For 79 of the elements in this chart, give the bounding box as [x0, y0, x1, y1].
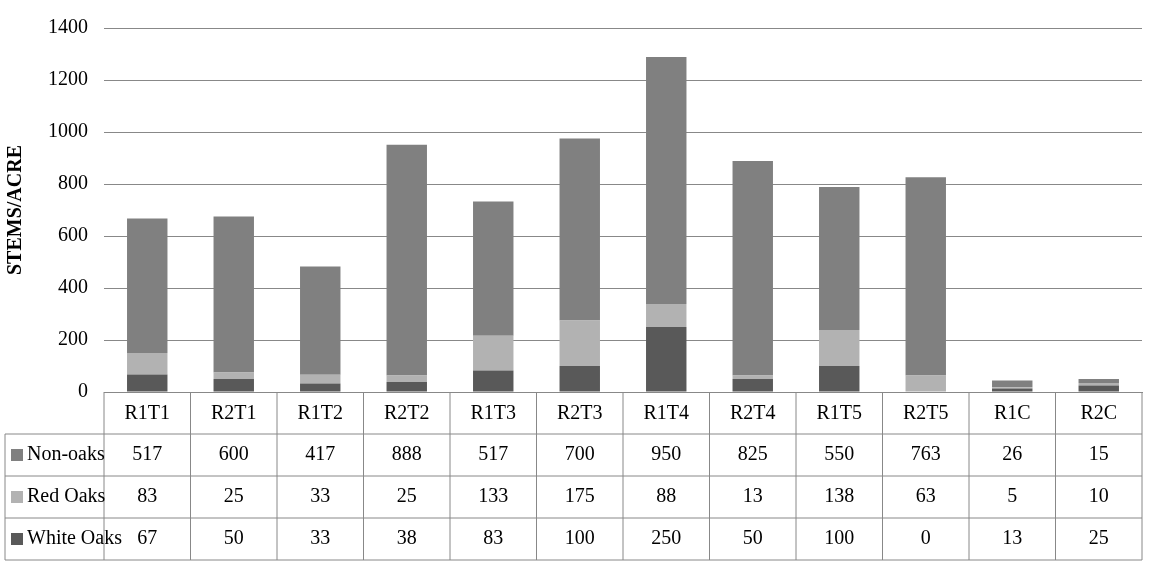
data-label: 38 [396, 526, 417, 549]
data-label: 175 [564, 484, 595, 507]
y-tick-label: 200 [58, 327, 88, 350]
x-tick-label: R1T5 [816, 401, 863, 424]
bar [819, 366, 860, 392]
data-label: 33 [310, 484, 331, 507]
data-label: 13 [742, 484, 763, 507]
x-tick-label: R1T2 [297, 401, 344, 424]
data-label: 250 [651, 526, 682, 549]
x-tick-label: R1T1 [124, 401, 171, 424]
bar [300, 383, 341, 392]
bar [646, 327, 687, 392]
data-label: 888 [391, 442, 422, 465]
x-tick-label: R2T3 [556, 401, 603, 424]
y-tick-label: 1400 [48, 15, 88, 38]
data-label: 138 [824, 484, 855, 507]
data-label: 50 [223, 526, 244, 549]
y-tick-label: 600 [58, 223, 88, 246]
x-tick-label: R1T4 [643, 401, 690, 424]
bar [473, 370, 514, 392]
bar [213, 372, 254, 379]
legend-label: White Oaks [27, 526, 123, 549]
data-label: 5 [1007, 484, 1018, 507]
data-label: 550 [824, 442, 855, 465]
bar [905, 375, 946, 392]
data-label: 700 [564, 442, 595, 465]
bar [819, 330, 860, 366]
legend-label: Non-oaks [27, 442, 105, 465]
data-label: 133 [478, 484, 509, 507]
bar [386, 382, 427, 392]
bar [559, 366, 600, 392]
data-label: 83 [137, 484, 158, 507]
data-label: 100 [824, 526, 855, 549]
data-label: 33 [310, 526, 331, 549]
bar [473, 335, 514, 371]
data-label: 63 [915, 484, 936, 507]
legend-label: Red Oaks [27, 484, 106, 507]
data-label: 517 [478, 442, 509, 465]
y-axis-title: STEMS/ACRE [3, 144, 26, 276]
data-label: 10 [1088, 484, 1109, 507]
data-label: 763 [910, 442, 941, 465]
data-label: 50 [742, 526, 763, 549]
y-tick-label: 400 [58, 275, 88, 298]
data-label: 25 [223, 484, 244, 507]
data-label: 26 [1002, 442, 1023, 465]
x-tick-label: R2C [1080, 401, 1118, 424]
data-label: 600 [218, 442, 249, 465]
bar [732, 379, 773, 392]
data-label: 88 [656, 484, 677, 507]
bar [127, 374, 168, 392]
data-label: 100 [564, 526, 595, 549]
bar [559, 320, 600, 366]
y-tick-label: 1000 [48, 119, 88, 142]
data-label: 25 [396, 484, 417, 507]
x-tick-label: R2T5 [902, 401, 949, 424]
x-tick-label: R2T2 [383, 401, 430, 424]
data-label: 0 [920, 526, 931, 549]
x-tick-label: R2T4 [729, 401, 776, 424]
x-tick-label: R1C [993, 401, 1031, 424]
data-label: 13 [1002, 526, 1023, 549]
data-label: 825 [737, 442, 768, 465]
x-tick-label: R1T3 [470, 401, 517, 424]
y-tick-label: 0 [78, 379, 88, 402]
data-label: 83 [483, 526, 504, 549]
bar [646, 304, 687, 327]
bar [300, 374, 341, 384]
x-tick-label: R2T1 [210, 401, 257, 424]
data-label: 517 [132, 442, 163, 465]
bar [386, 375, 427, 383]
data-label: 950 [651, 442, 682, 465]
data-label: 417 [305, 442, 336, 465]
bar [127, 353, 168, 375]
bar [213, 379, 254, 392]
data-label: 25 [1088, 526, 1109, 549]
y-tick-label: 1200 [48, 67, 88, 90]
y-tick-label: 800 [58, 171, 88, 194]
data-label: 67 [137, 526, 158, 549]
data-label: 15 [1088, 442, 1109, 465]
bar [1078, 385, 1119, 392]
